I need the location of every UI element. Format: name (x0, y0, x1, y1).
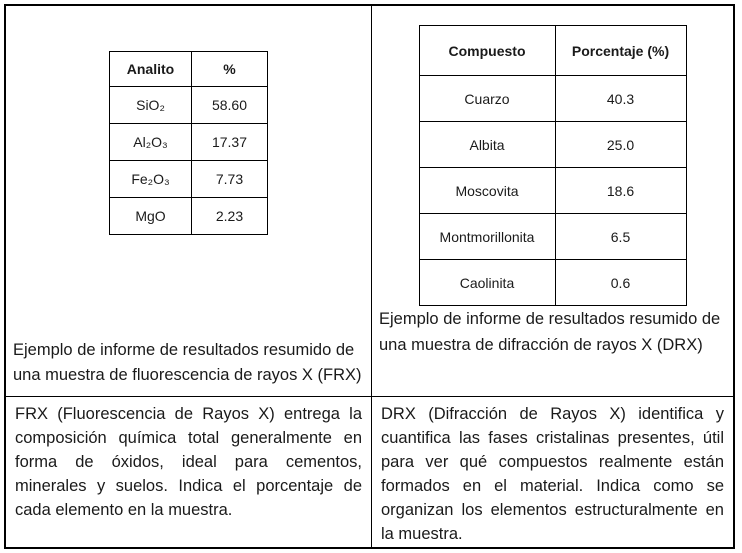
frx-description-cell: FRX (Fluorescencia de Rayos X) entrega l… (6, 397, 372, 547)
panel-drx: Compuesto Porcentaje (%) Cuarzo 40.3 Alb… (372, 6, 733, 397)
drx-cell-value: 0.6 (554, 259, 687, 306)
frx-cell-value: 7.73 (191, 160, 268, 198)
outer-frame: Analito % SiO₂ 58.60 Al₂O₃ 17.37 Fe₂O₃ (4, 4, 735, 549)
frx-table: Analito % SiO₂ 58.60 Al₂O₃ 17.37 Fe₂O₃ (109, 51, 268, 235)
table-row: Fe₂O₃ 7.73 (109, 160, 268, 198)
drx-cell-compuesto: Cuarzo (418, 75, 556, 122)
frx-header-analito: Analito (109, 51, 192, 87)
drx-header-row: Compuesto Porcentaje (%) (418, 25, 687, 76)
frx-header-row: Analito % (109, 51, 268, 87)
table-row: SiO₂ 58.60 (109, 86, 268, 124)
drx-description-cell: DRX (Difracción de Rayos X) identifica y… (372, 397, 733, 547)
table-row: Montmorillonita 6.5 (418, 213, 687, 260)
frx-caption: Ejemplo de informe de resultados resumid… (13, 340, 362, 385)
drx-header-compuesto: Compuesto (418, 25, 556, 76)
drx-cell-compuesto: Albita (418, 121, 556, 168)
frx-cell-analito: SiO₂ (109, 86, 192, 124)
drx-cell-compuesto: Montmorillonita (418, 213, 556, 260)
drx-cell-value: 40.3 (554, 75, 687, 122)
table-row: Al₂O₃ 17.37 (109, 123, 268, 161)
drx-cell-compuesto: Caolinita (418, 259, 556, 306)
table-row: Caolinita 0.6 (418, 259, 687, 306)
drx-table: Compuesto Porcentaje (%) Cuarzo 40.3 Alb… (418, 25, 687, 306)
frx-header-percent: % (191, 51, 268, 87)
drx-cell-value: 6.5 (554, 213, 687, 260)
frx-cell-analito: MgO (109, 197, 192, 235)
drx-cell-value: 18.6 (554, 167, 687, 214)
drx-cell-compuesto: Moscovita (418, 167, 556, 214)
table-row: Moscovita 18.6 (418, 167, 687, 214)
frx-cell-value: 58.60 (191, 86, 268, 124)
table-row: Cuarzo 40.3 (418, 75, 687, 122)
frx-cell-analito: Al₂O₃ (109, 123, 192, 161)
panel-frx: Analito % SiO₂ 58.60 Al₂O₃ 17.37 Fe₂O₃ (6, 6, 372, 397)
frx-cell-value: 17.37 (191, 123, 268, 161)
drx-caption: Ejemplo de informe de resultados resumid… (379, 310, 721, 354)
frx-cell-value: 2.23 (191, 197, 268, 235)
frx-description: FRX (Fluorescencia de Rayos X) entrega l… (15, 405, 362, 519)
drx-cell-value: 25.0 (554, 121, 687, 168)
drx-description: DRX (Difracción de Rayos X) identifica y… (381, 405, 724, 543)
table-row: MgO 2.23 (109, 197, 268, 235)
frx-cell-analito: Fe₂O₃ (109, 160, 192, 198)
table-row: Albita 25.0 (418, 121, 687, 168)
drx-header-porcentaje: Porcentaje (%) (554, 25, 687, 76)
